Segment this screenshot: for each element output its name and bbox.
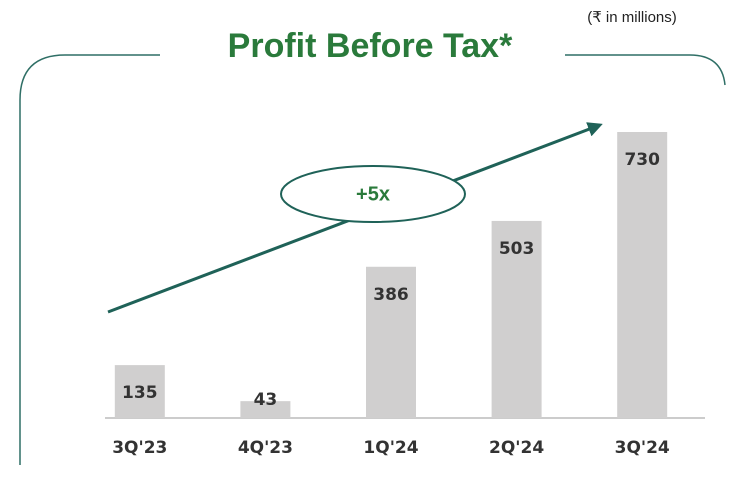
x-tick-label: 4Q'23 — [238, 438, 293, 458]
x-tick-label: 1Q'24 — [363, 438, 418, 458]
annotation-ellipse — [280, 165, 466, 223]
bar — [114, 365, 165, 418]
bar — [617, 132, 668, 418]
x-tick-label: 3Q'23 — [112, 438, 167, 458]
bar — [491, 220, 542, 418]
frame-right — [565, 54, 726, 86]
value-label: 730 — [624, 150, 660, 170]
x-tick-label: 2Q'24 — [489, 438, 544, 458]
value-label: 503 — [499, 239, 535, 259]
x-tick-label: 3Q'24 — [615, 438, 670, 458]
value-label: 43 — [254, 390, 278, 410]
bar — [240, 401, 291, 418]
chart-subtitle: (₹ in millions) — [587, 9, 677, 26]
chart-title: Profit Before Tax* — [228, 27, 513, 65]
value-label: 386 — [373, 285, 409, 305]
annotation: +5x — [356, 183, 390, 205]
bar — [366, 266, 416, 418]
frame-left — [19, 54, 160, 465]
value-label: 135 — [122, 383, 158, 403]
